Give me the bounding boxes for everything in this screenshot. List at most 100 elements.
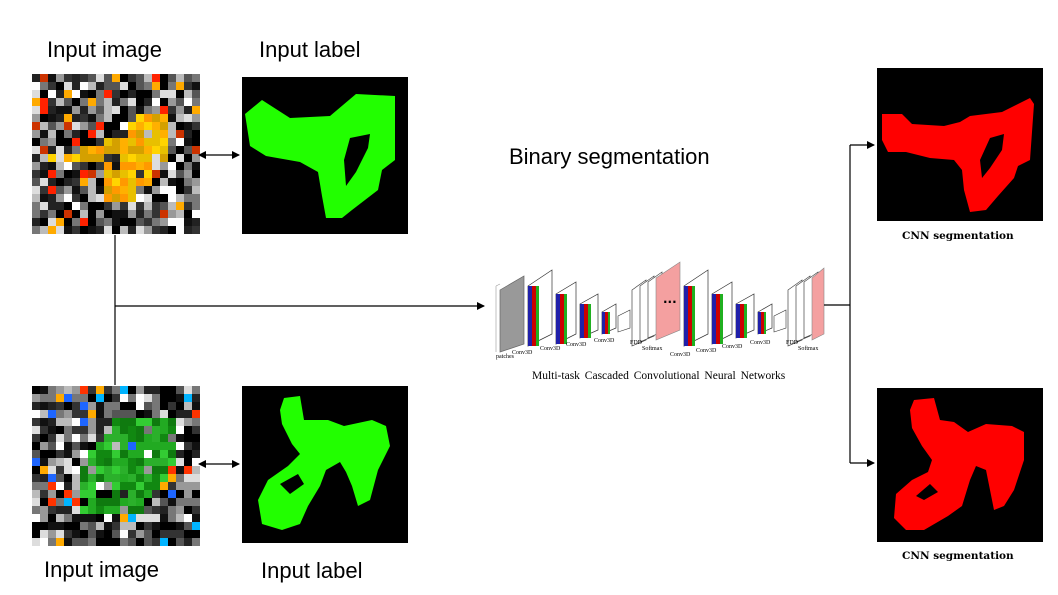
- noise-pixel: [120, 186, 128, 194]
- noise-pixel: [184, 138, 192, 146]
- noise-pixel: [80, 402, 88, 410]
- noise-pixel: [72, 154, 80, 162]
- noise-pixel: [128, 138, 136, 146]
- noise-pixel: [136, 74, 144, 82]
- noise-pixel: [176, 514, 184, 522]
- noise-pixel: [168, 538, 176, 546]
- noise-pixel: [80, 106, 88, 114]
- noise-pixel: [104, 82, 112, 90]
- noise-pixel: [168, 498, 176, 506]
- noise-pixel: [72, 490, 80, 498]
- noise-pixel: [128, 226, 136, 234]
- noise-pixel: [136, 450, 144, 458]
- noise-pixel: [40, 146, 48, 154]
- noise-pixel: [64, 226, 72, 234]
- noise-pixel: [112, 162, 120, 170]
- noise-pixel: [64, 434, 72, 442]
- noise-pixel: [56, 474, 64, 482]
- noise-pixel: [64, 98, 72, 106]
- noise-pixel: [56, 514, 64, 522]
- noise-pixel: [48, 170, 56, 178]
- noise-pixel: [192, 466, 200, 474]
- noise-pixel: [96, 114, 104, 122]
- noise-pixel: [152, 506, 160, 514]
- noise-pixel: [64, 402, 72, 410]
- noise-pixel: [120, 410, 128, 418]
- noise-pixel: [176, 386, 184, 394]
- noise-pixel: [128, 122, 136, 130]
- noise-pixel: [32, 418, 40, 426]
- noise-pixel: [32, 106, 40, 114]
- noise-pixel: [88, 386, 96, 394]
- noise-pixel: [64, 154, 72, 162]
- noise-pixel: [104, 506, 112, 514]
- noise-pixel: [176, 194, 184, 202]
- noise-pixel: [56, 138, 64, 146]
- noise-pixel: [120, 162, 128, 170]
- noise-pixel: [168, 474, 176, 482]
- noise-pixel: [72, 178, 80, 186]
- noise-pixel: [128, 482, 136, 490]
- noise-pixel: [32, 186, 40, 194]
- noise-pixel: [136, 146, 144, 154]
- noise-pixel: [88, 490, 96, 498]
- noise-pixel: [32, 402, 40, 410]
- noise-pixel: [96, 498, 104, 506]
- noise-pixel: [104, 178, 112, 186]
- noise-pixel: [80, 386, 88, 394]
- noise-pixel: [32, 82, 40, 90]
- noise-pixel: [40, 506, 48, 514]
- noise-pixel: [136, 122, 144, 130]
- noise-pixel: [152, 218, 160, 226]
- noise-pixel: [88, 506, 96, 514]
- noise-pixel: [88, 178, 96, 186]
- noise-pixel: [120, 74, 128, 82]
- noise-pixel: [168, 434, 176, 442]
- noise-pixel: [160, 218, 168, 226]
- noise-pixel: [128, 218, 136, 226]
- noise-pixel: [32, 194, 40, 202]
- noise-pixel: [104, 114, 112, 122]
- noise-pixel: [56, 498, 64, 506]
- noise-pixel: [96, 82, 104, 90]
- noise-pixel: [168, 482, 176, 490]
- noise-pixel: [136, 410, 144, 418]
- noise-pixel: [176, 138, 184, 146]
- noise-pixel: [40, 130, 48, 138]
- noise-pixel: [112, 474, 120, 482]
- noise-pixel: [144, 226, 152, 234]
- noise-pixel: [40, 530, 48, 538]
- noise-pixel: [40, 74, 48, 82]
- noise-pixel: [96, 458, 104, 466]
- noise-pixel: [136, 402, 144, 410]
- noise-pixel: [144, 114, 152, 122]
- noise-pixel: [88, 130, 96, 138]
- noise-pixel: [64, 114, 72, 122]
- noise-pixel: [72, 186, 80, 194]
- noise-pixel: [160, 138, 168, 146]
- noise-pixel: [168, 442, 176, 450]
- noise-pixel: [144, 90, 152, 98]
- top-cnn-segmentation-image: [877, 68, 1043, 221]
- noise-pixel: [64, 122, 72, 130]
- noise-pixel: [64, 130, 72, 138]
- noise-pixel: [176, 482, 184, 490]
- noise-pixel: [64, 170, 72, 178]
- noise-pixel: [64, 530, 72, 538]
- noise-pixel: [160, 210, 168, 218]
- noise-pixel: [48, 490, 56, 498]
- noise-pixel: [72, 410, 80, 418]
- noise-pixel: [184, 386, 192, 394]
- noise-pixel: [168, 522, 176, 530]
- noise-pixel: [80, 210, 88, 218]
- top-input-image: [32, 74, 200, 234]
- noise-pixel: [192, 458, 200, 466]
- noise-pixel: [88, 426, 96, 434]
- noise-pixel: [40, 202, 48, 210]
- noise-pixel: [152, 538, 160, 546]
- noise-pixel: [128, 202, 136, 210]
- noise-pixel: [152, 458, 160, 466]
- noise-pixel: [184, 426, 192, 434]
- noise-pixel: [152, 210, 160, 218]
- noise-pixel: [48, 522, 56, 530]
